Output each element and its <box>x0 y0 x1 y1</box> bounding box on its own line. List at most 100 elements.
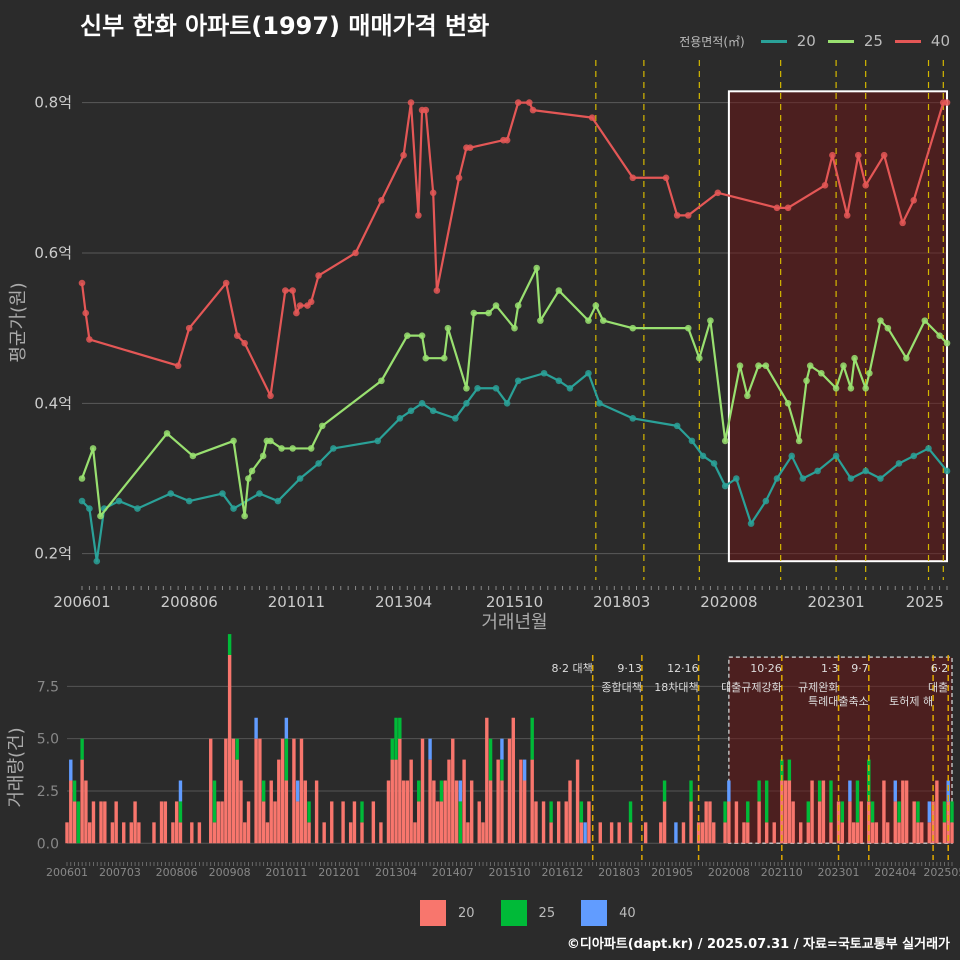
bar-x-tick-label: 202110 <box>761 866 803 879</box>
data-point-25 <box>378 377 385 385</box>
volume-bar-20 <box>522 780 527 844</box>
volume-bar-20 <box>564 801 568 844</box>
data-point-25 <box>189 452 197 460</box>
volume-bar-25 <box>360 801 364 823</box>
volume-bar-20 <box>390 759 394 844</box>
legend-label-25: 25 <box>863 32 883 50</box>
data-point-25 <box>862 384 869 392</box>
volume-bar-20 <box>485 717 489 844</box>
policy-label-name: 대출 <box>928 681 948 694</box>
volume-bar-20 <box>292 738 296 844</box>
volume-bar-20 <box>322 822 326 844</box>
data-point-25 <box>307 445 315 452</box>
data-point-20 <box>463 400 470 407</box>
data-point-25 <box>511 324 518 332</box>
volume-bar-20 <box>137 822 141 844</box>
volume-bar-20 <box>122 822 126 844</box>
data-point-25 <box>784 400 792 407</box>
policy-label-date: 6·2 <box>931 662 949 675</box>
data-point-20 <box>93 557 101 565</box>
volume-bar-20 <box>273 801 277 844</box>
data-point-25 <box>832 384 840 392</box>
data-point-40 <box>784 204 792 212</box>
data-point-25 <box>403 332 411 339</box>
data-point-25 <box>514 302 522 309</box>
volume-bar-20 <box>481 822 485 844</box>
data-point-20 <box>492 384 500 392</box>
volume-bar-20 <box>163 801 168 844</box>
data-point-20 <box>832 452 840 460</box>
volume-bar-25 <box>689 780 693 802</box>
data-point-40 <box>629 174 637 182</box>
data-point-25 <box>533 264 540 272</box>
volume-bar-20 <box>398 738 402 844</box>
data-point-25 <box>684 324 692 332</box>
volume-bar-25 <box>942 801 947 823</box>
volume-bar-20 <box>662 801 667 844</box>
data-point-40 <box>267 392 274 400</box>
volume-bar-20 <box>159 801 164 844</box>
volume-bar-40 <box>927 801 932 823</box>
volume-bar-20 <box>171 822 175 844</box>
data-point-25 <box>599 317 607 324</box>
bar-y-tick-label: 7.5 <box>37 679 59 695</box>
volume-bar-20 <box>617 822 621 844</box>
volume-bar-25 <box>757 780 761 802</box>
x-axis-title: 거래년월 <box>481 612 547 633</box>
policy-label-date: 12·16 <box>667 662 699 675</box>
legend-label-40: 40 <box>930 32 950 50</box>
data-point-20 <box>596 400 603 407</box>
data-point-25 <box>537 317 544 324</box>
data-point-25 <box>470 309 478 317</box>
volume-bar-20 <box>700 822 705 844</box>
data-point-40 <box>525 99 533 106</box>
data-point-20 <box>418 400 426 407</box>
volume-bar-20 <box>209 738 213 844</box>
volume-bar-20 <box>432 780 436 844</box>
volume-bar-20 <box>836 801 841 844</box>
volume-bar-20 <box>243 822 247 844</box>
data-point-25 <box>289 445 297 452</box>
data-point-25 <box>97 512 104 520</box>
volume-bar-20 <box>348 822 353 844</box>
volume-bar-20 <box>227 655 232 844</box>
y-tick-label: 0.8억 <box>34 94 72 112</box>
volume-bar-20 <box>69 780 73 844</box>
data-point-20 <box>134 505 141 512</box>
volume-bar-25 <box>628 801 633 823</box>
data-point-25 <box>840 362 847 370</box>
data-point-20 <box>474 384 481 392</box>
volume-bar-20 <box>110 822 115 844</box>
data-point-20 <box>540 369 548 377</box>
volume-bar-25 <box>829 780 833 823</box>
data-point-25 <box>921 317 929 324</box>
volume-bar-20 <box>303 780 307 844</box>
volume-bar-20 <box>129 822 133 844</box>
data-point-20 <box>762 497 770 505</box>
data-point-25 <box>696 354 703 362</box>
data-point-40 <box>673 212 681 219</box>
volume-bar-20 <box>859 801 863 844</box>
volume-bar-20 <box>466 822 470 844</box>
data-point-40 <box>429 189 437 197</box>
data-point-20 <box>877 475 884 482</box>
data-point-20 <box>773 475 781 482</box>
volume-bar-20 <box>299 738 304 844</box>
volume-bar-20 <box>851 822 856 844</box>
data-point-25 <box>259 452 267 460</box>
data-point-40 <box>241 339 248 347</box>
data-point-25 <box>943 339 951 347</box>
data-point-25 <box>744 392 751 400</box>
volume-bar-20 <box>946 801 950 844</box>
data-point-20 <box>185 497 193 505</box>
volume-bar-20 <box>575 759 580 844</box>
x-tick-label: 201304 <box>375 593 432 611</box>
bar-y-tick-label: 5.0 <box>37 732 59 748</box>
volume-bar-20 <box>829 822 833 844</box>
volume-bar-20 <box>950 822 954 844</box>
data-point-40 <box>899 219 906 227</box>
data-point-25 <box>492 302 500 309</box>
volume-bar-20 <box>916 822 920 844</box>
volume-bar-20 <box>920 822 924 844</box>
